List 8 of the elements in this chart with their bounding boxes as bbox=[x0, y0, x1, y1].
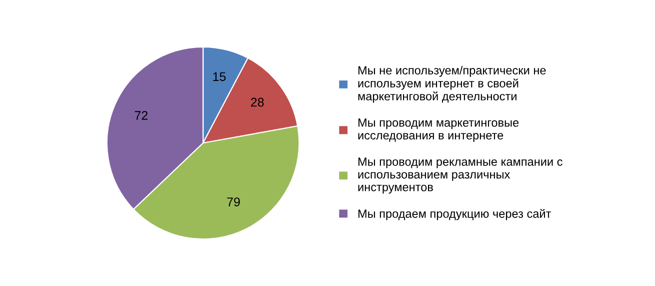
legend-label: Мы проводим рекламные кампании с использованием различных инструментов bbox=[358, 158, 562, 194]
data-label: 15 bbox=[213, 72, 226, 82]
data-label: 72 bbox=[134, 111, 148, 120]
data-label: 28 bbox=[251, 98, 264, 107]
data-label: 79 bbox=[227, 197, 240, 206]
legend-label: Мы продаем продукцию через сайт bbox=[358, 208, 552, 220]
legend-label: Мы проводим маркетинговые исследования в интернете bbox=[358, 118, 519, 142]
legend-label: Мы не используем/практически не используем интернет в своей маркетинговой деятельности bbox=[358, 66, 546, 103]
